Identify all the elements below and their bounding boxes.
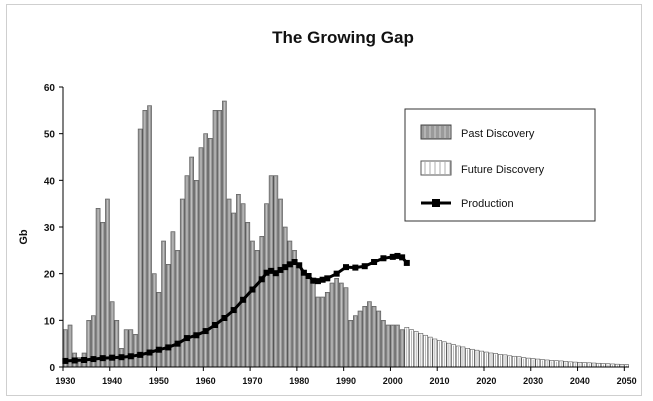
x-tick-label: 1990	[336, 376, 356, 386]
x-tick-label: 1970	[242, 376, 262, 386]
production-point	[343, 264, 349, 271]
production-point	[324, 275, 331, 282]
legend-swatch-future	[420, 160, 452, 176]
legend-label-future: Future Discovery	[461, 164, 545, 176]
y-axis-ticks: 0 10 20 30 40 50 60	[44, 83, 63, 374]
x-tick-label: 1980	[289, 376, 309, 386]
x-tick-label: 2040	[570, 376, 590, 386]
production-point	[127, 353, 134, 360]
y-tick-label: 50	[44, 130, 56, 141]
production-point	[240, 296, 247, 303]
chart-frame: The Growing Gap Gb 0 10 20 30 40 50 60 1930 194…	[6, 4, 642, 396]
y-tick-label: 60	[44, 83, 56, 94]
y-tick-label: 10	[44, 316, 56, 327]
production-point	[212, 322, 219, 328]
x-tick-label: 2050	[617, 376, 637, 386]
y-tick-label: 0	[49, 363, 55, 374]
production-point	[291, 259, 298, 265]
production-point	[403, 259, 410, 266]
production-point	[81, 357, 88, 363]
x-tick-label: 1930	[55, 376, 75, 386]
y-axis-label: Gb	[18, 229, 30, 245]
production-point	[389, 253, 396, 260]
production-point	[258, 276, 265, 283]
production-point	[146, 349, 153, 356]
production-point	[71, 357, 78, 364]
production-point	[263, 269, 270, 276]
production-point	[221, 315, 228, 321]
x-tick-label: 1960	[196, 376, 216, 386]
production-point	[272, 270, 279, 277]
production-point	[90, 356, 97, 363]
y-tick-label: 30	[44, 223, 56, 234]
production-point	[183, 335, 190, 342]
production-point	[310, 277, 317, 284]
production-point	[109, 354, 116, 361]
production-point	[230, 307, 237, 314]
x-tick-label: 2020	[476, 376, 496, 386]
production-point	[174, 340, 181, 347]
production-point	[99, 355, 106, 362]
production-point	[319, 276, 326, 283]
legend-swatch-past	[420, 124, 452, 140]
production-point	[193, 332, 200, 339]
production-point	[371, 259, 378, 265]
legend-label-production: Production	[461, 198, 514, 210]
legend-marker-production	[432, 199, 440, 207]
future-discovery-bars	[404, 327, 630, 368]
production-point	[300, 269, 307, 276]
production-point	[380, 255, 387, 262]
production-series	[62, 252, 410, 364]
production-point	[352, 264, 359, 271]
chart-title: The Growing Gap	[272, 28, 414, 47]
production-point	[277, 266, 284, 273]
production-point	[314, 278, 321, 285]
production-point	[165, 344, 172, 351]
production-point	[249, 286, 256, 293]
production-point	[361, 263, 368, 270]
production-point	[296, 262, 303, 269]
production-point	[137, 351, 144, 358]
x-tick-label: 1940	[102, 376, 122, 386]
production-point	[333, 270, 340, 277]
production-point	[394, 252, 401, 259]
x-tick-label: 1950	[149, 376, 169, 386]
legend-label-past: Past Discovery	[461, 128, 535, 140]
production-point	[155, 346, 162, 353]
y-tick-label: 20	[44, 270, 56, 281]
production-point	[62, 357, 69, 364]
legend: Past Discovery Future Discovery Producti…	[404, 108, 596, 222]
production-point	[399, 254, 406, 261]
production-point	[282, 264, 289, 271]
past-discovery-bars	[62, 100, 405, 368]
x-axis-ticks: 1930 1940 1950 1960 1970 1980 1990 2000 2010 2020…	[55, 367, 637, 386]
production-point	[268, 267, 275, 274]
x-tick-label: 2000	[383, 376, 403, 386]
production-point	[286, 261, 293, 268]
x-tick-label: 2010	[430, 376, 450, 386]
y-tick-label: 40	[44, 176, 56, 187]
x-tick-label: 2030	[523, 376, 543, 386]
production-point	[305, 273, 312, 279]
production-point	[118, 354, 125, 361]
production-point	[202, 328, 209, 335]
